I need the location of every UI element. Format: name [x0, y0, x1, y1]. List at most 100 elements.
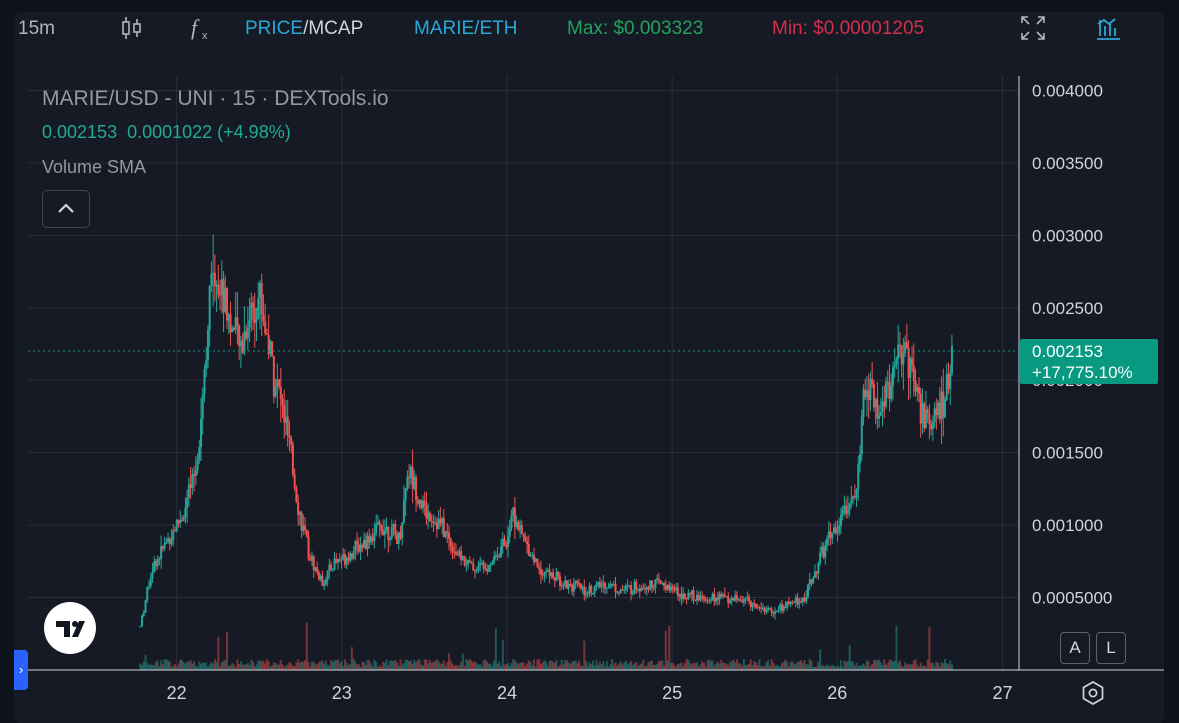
- candle-body: [243, 331, 246, 353]
- candle-body: [857, 463, 860, 490]
- candle-body: [217, 284, 220, 295]
- candle-body: [222, 279, 225, 313]
- volume-bar: [489, 663, 492, 670]
- volume-bar: [291, 665, 294, 670]
- candle-body: [461, 556, 464, 561]
- candle-body: [437, 518, 440, 530]
- volume-bar: [630, 661, 633, 670]
- candle-body: [508, 528, 511, 537]
- candle-body: [548, 569, 551, 577]
- expand-sidebar-tab[interactable]: ›: [14, 650, 28, 690]
- volume-bar: [149, 664, 152, 670]
- volume-bar: [409, 660, 412, 670]
- volume-bar: [217, 636, 220, 670]
- candle-body: [890, 385, 893, 399]
- auto-scale-button[interactable]: A: [1060, 632, 1090, 664]
- candle-body: [746, 596, 749, 599]
- volume-bar: [402, 663, 405, 670]
- volume-bar: [852, 661, 855, 670]
- interval-button[interactable]: 15m: [18, 18, 55, 39]
- volume-bar: [231, 663, 234, 670]
- volume-bar: [789, 661, 792, 670]
- log-scale-button[interactable]: L: [1096, 632, 1126, 664]
- volume-bar: [286, 664, 289, 670]
- volume-bar: [187, 661, 190, 670]
- candle-body: [635, 581, 638, 590]
- candle-body: [784, 606, 787, 608]
- candle-body: [304, 525, 307, 530]
- tradingview-logo-icon[interactable]: [44, 602, 96, 654]
- volume-bar: [387, 665, 390, 670]
- candle-body: [430, 521, 433, 523]
- candle-body: [626, 585, 629, 587]
- candle-body: [260, 282, 263, 315]
- candle-body: [720, 594, 723, 597]
- collapse-legend-button[interactable]: [42, 190, 90, 228]
- volume-bar: [248, 664, 251, 670]
- candle-body: [850, 498, 853, 504]
- volume-sma-legend[interactable]: Volume SMA: [42, 157, 147, 177]
- volume-bar: [883, 659, 886, 670]
- chart-bars-icon[interactable]: [1094, 14, 1122, 42]
- volume-bar: [156, 660, 159, 670]
- candle-body: [864, 389, 867, 398]
- volume-bar: [692, 662, 695, 670]
- volume-bar: [782, 661, 785, 670]
- candle-body: [186, 497, 189, 508]
- candle-body: [673, 589, 676, 591]
- candle-body: [912, 365, 915, 381]
- candle-body: [506, 536, 509, 548]
- candle-body: [415, 476, 418, 501]
- candle-body: [543, 572, 546, 576]
- volume-bar: [319, 661, 322, 670]
- candle-body: [791, 602, 794, 604]
- candle-body: [215, 284, 218, 287]
- volume-bar: [619, 661, 622, 670]
- candle-body: [534, 558, 537, 563]
- volume-bar: [770, 659, 773, 670]
- candle-body: [161, 545, 164, 549]
- candle-body: [689, 592, 692, 595]
- candle-body: [704, 599, 707, 601]
- last-price-value: 0.002153: [1032, 342, 1103, 361]
- chevron-up-icon: [58, 203, 74, 213]
- candle-body: [451, 546, 454, 552]
- volume-bar: [451, 663, 454, 670]
- volume-bar: [337, 659, 340, 670]
- settings-icon[interactable]: [1080, 680, 1106, 706]
- candle-body: [401, 522, 404, 539]
- candle-body: [612, 583, 615, 585]
- candle-body: [345, 557, 348, 565]
- volume-bar: [926, 659, 929, 670]
- candle-body: [657, 578, 660, 581]
- time-axis[interactable]: 22 23 24 25 26 27: [167, 683, 1013, 703]
- price-axis[interactable]: 0.00050000.0010000.0015000.0020000.00250…: [1032, 81, 1112, 607]
- candle-body: [257, 297, 260, 320]
- volume-bar: [258, 660, 261, 670]
- volume-bar: [637, 665, 640, 670]
- volume-bar: [862, 663, 865, 670]
- candle-body: [380, 525, 383, 531]
- price-mcap-toggle[interactable]: PRICE/MCAP: [245, 17, 363, 41]
- candle-body: [817, 563, 820, 574]
- candle-body: [574, 581, 577, 584]
- pair-switch-button[interactable]: MARIE/ETH: [414, 18, 518, 39]
- volume-bar: [200, 663, 203, 670]
- volume-bar: [486, 661, 489, 670]
- candles-icon[interactable]: [118, 14, 146, 42]
- candle-body: [219, 294, 222, 296]
- candle-body: [650, 580, 653, 588]
- candle-body: [449, 538, 452, 547]
- volume-bar: [437, 660, 440, 670]
- volume-bar: [477, 664, 480, 670]
- volume-bar: [526, 663, 529, 670]
- volume-bar: [260, 661, 263, 670]
- candle-body: [283, 405, 286, 423]
- fullscreen-icon[interactable]: [1019, 14, 1047, 42]
- volume-bar: [141, 664, 144, 670]
- volume-bar: [921, 665, 924, 670]
- candle-body: [389, 537, 392, 541]
- volume-bar: [732, 659, 735, 670]
